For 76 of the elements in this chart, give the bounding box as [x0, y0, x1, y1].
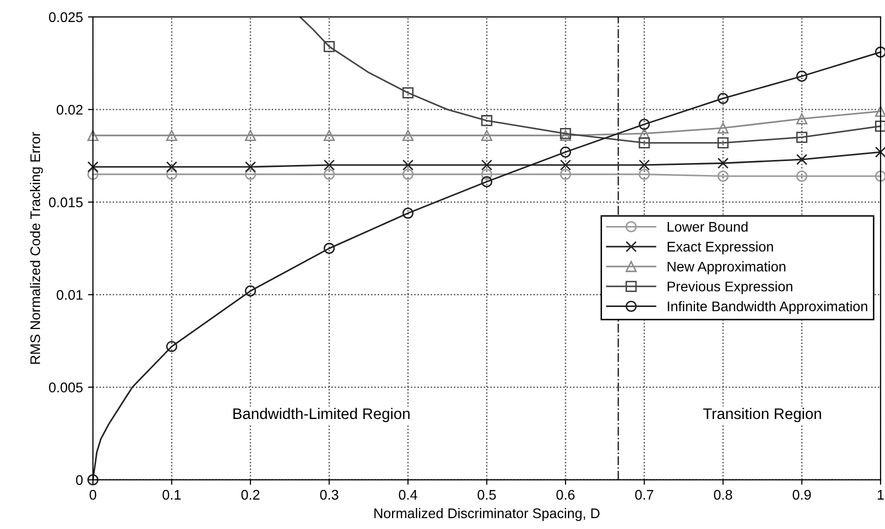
point	[402, 168, 414, 180]
point	[166, 340, 178, 352]
point	[717, 137, 729, 148]
legend-label: New Approximation	[668, 261, 786, 274]
point	[324, 242, 335, 254]
point	[875, 120, 885, 132]
annotation: Transition Region	[703, 408, 822, 422]
point	[560, 146, 572, 158]
x-tick-label: 0.7	[635, 490, 654, 500]
x-tick-label: 0.8	[714, 490, 732, 500]
y-tick-label: 0.02	[56, 104, 83, 115]
point	[638, 168, 650, 180]
point	[481, 159, 492, 171]
y-tick-label: 0.015	[48, 197, 83, 208]
point	[560, 168, 572, 180]
legend-label: Previous Expression	[668, 281, 792, 294]
point	[638, 128, 650, 140]
point	[244, 285, 256, 297]
point	[796, 154, 808, 166]
x-tick-label: 0.4	[398, 490, 418, 500]
point	[481, 130, 492, 141]
x-tick-label: 0.6	[556, 490, 575, 500]
point	[166, 168, 178, 180]
point	[166, 130, 178, 141]
point	[402, 87, 414, 98]
x-axis-title: Normalized Discriminator Spacing, D	[374, 508, 600, 521]
point	[481, 115, 492, 126]
point	[875, 146, 885, 158]
point	[481, 168, 492, 180]
point	[244, 168, 256, 180]
point	[875, 170, 885, 182]
point	[638, 159, 650, 171]
legend-label: Infinite Bandwidth Approximation	[668, 301, 868, 314]
point	[402, 208, 414, 219]
point	[560, 159, 572, 171]
point	[87, 474, 98, 486]
point	[402, 130, 414, 141]
point	[324, 130, 335, 141]
y-tick-label: 0	[76, 475, 83, 485]
x-tick-label: 0	[90, 490, 96, 500]
y-tick-label: 0.025	[48, 12, 83, 22]
point	[717, 158, 729, 169]
x-tick-label: 0.1	[162, 490, 181, 500]
x-tick-label: 0.2	[241, 490, 260, 500]
point	[638, 137, 650, 148]
point	[244, 161, 256, 172]
point	[324, 159, 335, 171]
point	[875, 106, 885, 117]
x-tick-label: 0.5	[478, 490, 496, 500]
y-tick-label: 0.005	[48, 382, 83, 392]
x-tick-label: 0.9	[792, 490, 811, 500]
point	[875, 46, 885, 58]
point	[87, 161, 98, 172]
point	[244, 130, 256, 141]
x-tick-label: 1	[878, 490, 884, 500]
point	[796, 70, 808, 82]
point	[87, 130, 98, 141]
point	[796, 170, 808, 182]
point	[717, 170, 729, 182]
point	[402, 159, 414, 171]
legend-label: Exact Expression	[668, 241, 773, 254]
y-axis-title: RMS Normalized Code Tracking Error	[30, 132, 43, 364]
y-tick-label: 0.01	[56, 290, 83, 300]
annotation: Bandwidth-Limited Region	[233, 408, 410, 422]
point	[796, 132, 808, 143]
legend-label: Lower Bound	[668, 222, 748, 232]
point	[324, 40, 335, 52]
x-tick-label: 0.3	[320, 490, 338, 500]
point	[166, 161, 178, 172]
point	[638, 118, 650, 130]
point	[324, 168, 335, 180]
point	[481, 176, 492, 188]
point	[717, 92, 729, 104]
point	[87, 168, 98, 180]
point	[717, 122, 729, 134]
point	[796, 113, 808, 124]
